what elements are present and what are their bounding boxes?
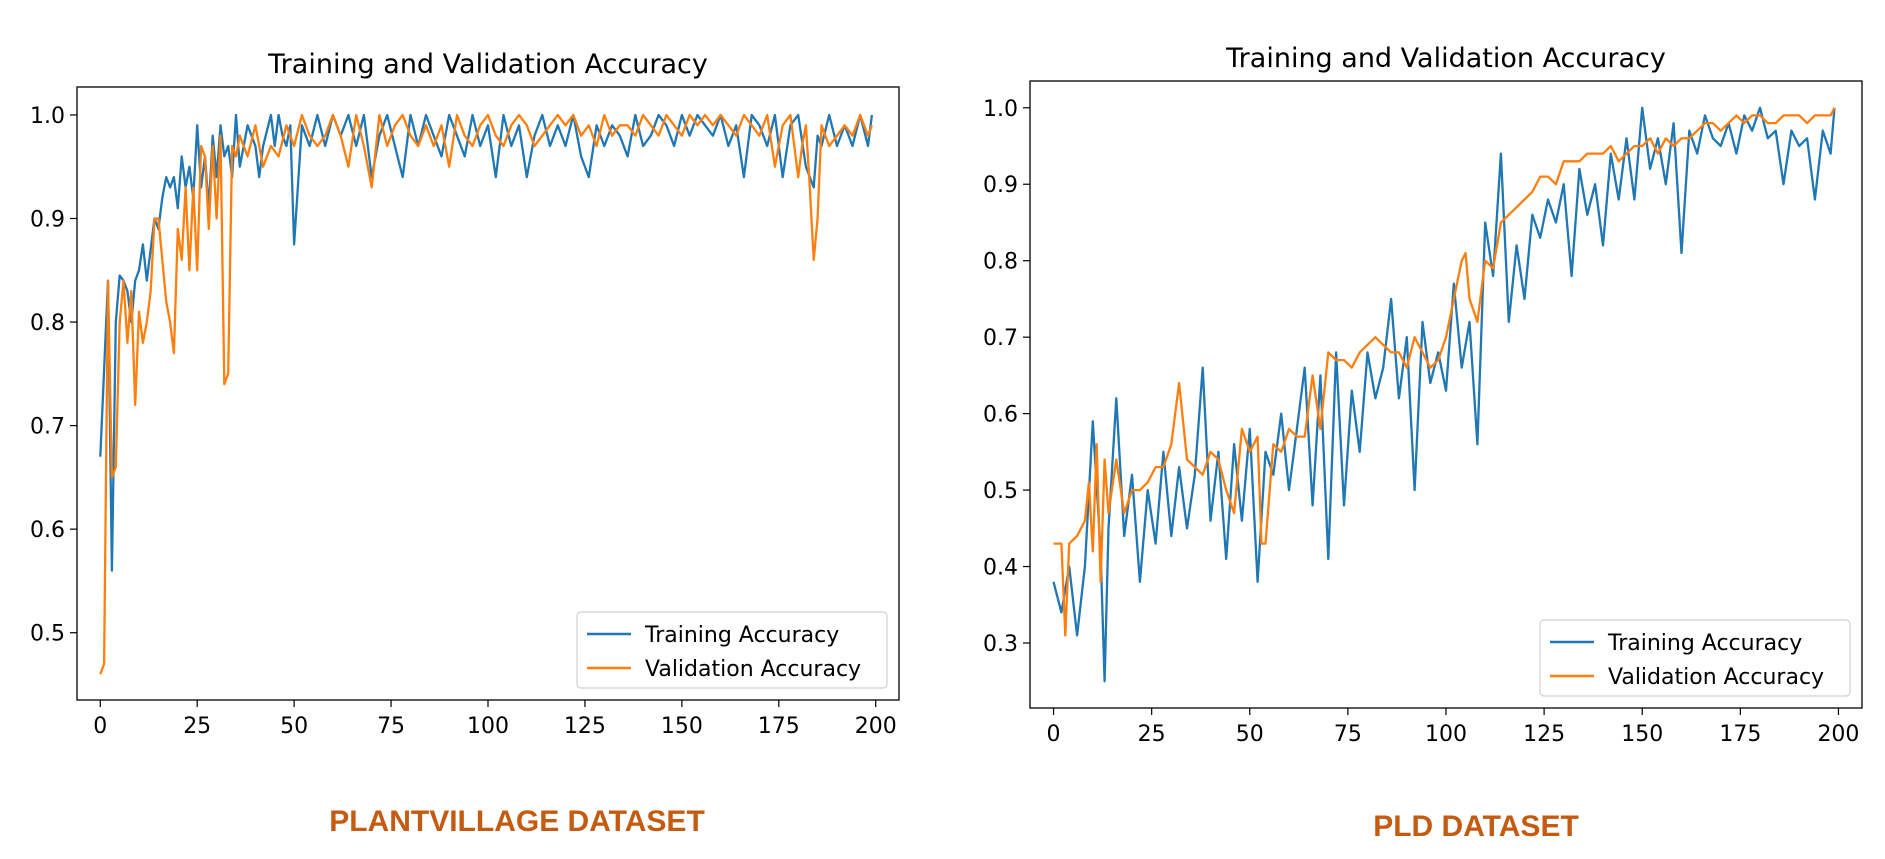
chart-2: Training and Validation Accuracy 0 25 50 75 1… — [983, 43, 1863, 747]
chart-title: Training and Validation Accuracy — [1225, 43, 1666, 74]
series-line-training — [1052, 106, 1836, 683]
x-tick-label: 25 — [183, 714, 211, 739]
y-tick-label: 0.5 — [983, 479, 1018, 504]
x-tick-label: 175 — [758, 714, 800, 739]
x-tick-label: 150 — [661, 714, 703, 739]
x-tick-label: 50 — [280, 714, 308, 739]
x-tick-label: 100 — [467, 714, 509, 739]
caption-pld: PLD DATASET — [1373, 810, 1579, 843]
legend-box — [1539, 619, 1851, 697]
x-tick-label: 175 — [1719, 722, 1761, 747]
y-tick-label: 0.9 — [983, 173, 1018, 198]
legend: Training Accuracy Validation Accuracy — [1539, 619, 1851, 697]
y-tick-label: 0.3 — [983, 632, 1018, 657]
x-tick-label: 75 — [1334, 722, 1362, 747]
plot-frame — [1029, 80, 1863, 709]
x-tick-label: 0 — [1047, 722, 1061, 747]
legend-box — [576, 611, 888, 689]
x-tick-label: 125 — [564, 714, 606, 739]
series-line-training — [99, 113, 874, 572]
series-line-validation — [1053, 107, 1836, 637]
y-tick-label: 0.4 — [983, 556, 1018, 581]
x-tick-label: 200 — [855, 714, 897, 739]
x-tick-label: 0 — [93, 714, 107, 739]
y-tick-label: 1.0 — [983, 97, 1018, 122]
chart-title: Training and Validation Accuracy — [267, 49, 708, 80]
series-line-validation — [99, 113, 873, 675]
legend-label: Training Accuracy — [644, 623, 839, 648]
x-tick-label: 50 — [1236, 722, 1264, 747]
x-tick-label: 125 — [1523, 722, 1565, 747]
y-tick-label: 0.7 — [983, 326, 1018, 351]
x-tick-label: 200 — [1817, 722, 1859, 747]
caption-plantvillage: PLANTVILLAGE DATASET — [329, 805, 705, 838]
x-tick-label: 150 — [1621, 722, 1663, 747]
y-tick-label: 1.0 — [30, 104, 65, 129]
y-tick-label: 0.8 — [30, 311, 65, 336]
legend-label: Validation Accuracy — [645, 657, 861, 682]
y-tick-label: 0.8 — [983, 250, 1018, 275]
chart-1: Training and Validation Accuracy 0 25 50 75 1… — [30, 49, 900, 739]
y-tick-label: 0.9 — [30, 208, 65, 233]
y-tick-label: 0.7 — [30, 415, 65, 440]
legend-label: Training Accuracy — [1607, 631, 1802, 656]
x-tick-label: 25 — [1138, 722, 1166, 747]
legend: Training Accuracy Validation Accuracy — [576, 611, 888, 689]
y-tick-label: 0.5 — [30, 622, 65, 647]
legend-label: Validation Accuracy — [1608, 665, 1824, 690]
x-tick-label: 75 — [377, 714, 405, 739]
y-tick-label: 0.6 — [30, 518, 65, 543]
y-tick-label: 0.6 — [983, 403, 1018, 428]
x-tick-label: 100 — [1425, 722, 1467, 747]
